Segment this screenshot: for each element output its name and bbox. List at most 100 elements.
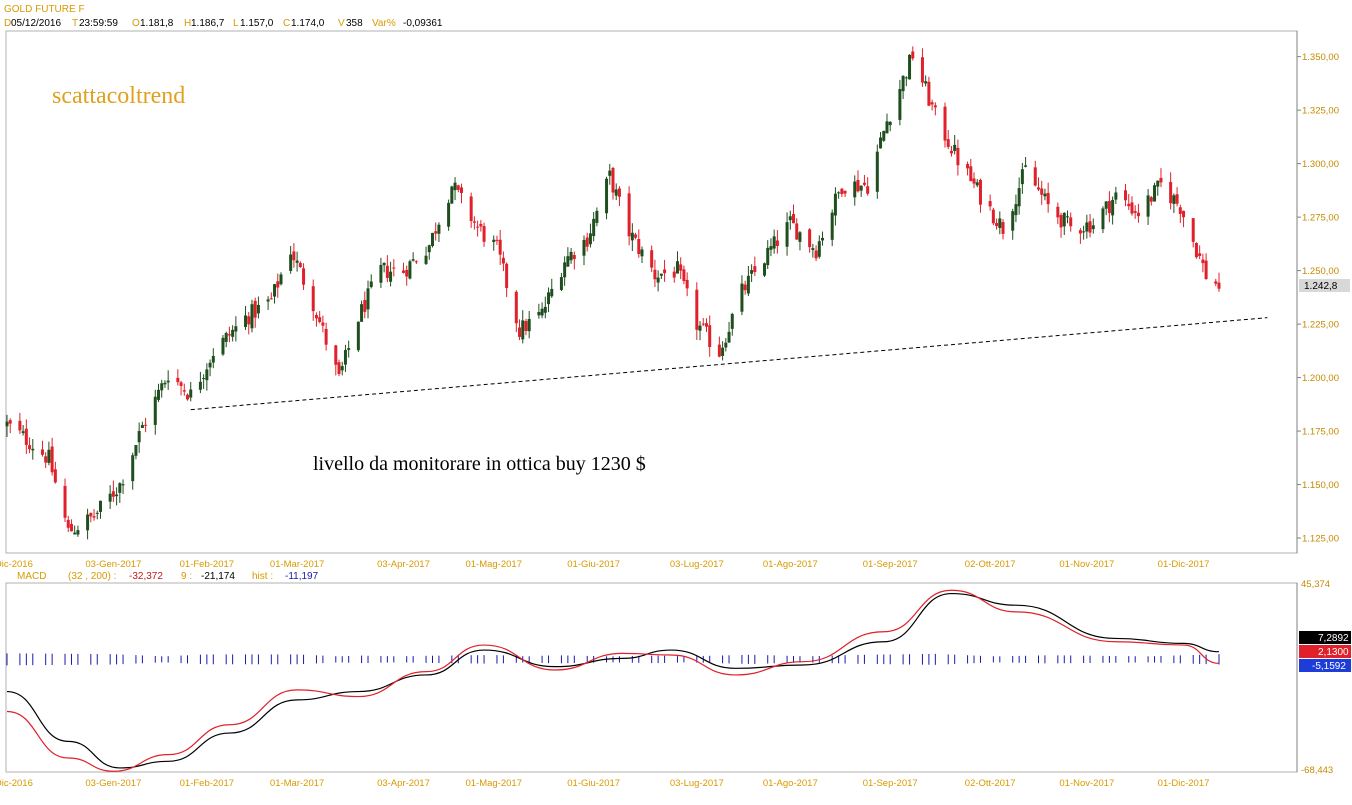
candle-body [814, 250, 818, 259]
candle-body [321, 322, 325, 326]
candle-body [875, 151, 879, 192]
candle-body [5, 421, 9, 427]
candle-body [972, 178, 976, 184]
candle-body [682, 269, 686, 282]
candle-body [144, 424, 148, 426]
candle-body [679, 264, 683, 271]
candle-body [66, 519, 70, 528]
candle-body [659, 273, 663, 276]
candle-body [401, 270, 405, 273]
candle-body [537, 312, 541, 316]
candle-body [382, 262, 386, 266]
candle-body [611, 167, 615, 193]
candle-body [347, 348, 351, 350]
candle-body [1078, 230, 1082, 234]
macd-name: MACD [17, 571, 46, 582]
candle-body [334, 345, 338, 365]
macd-histogram [6, 653, 1220, 666]
trendline [190, 317, 1268, 411]
candle-body [1217, 282, 1221, 289]
candle-body [111, 491, 115, 497]
candle-body [292, 251, 296, 261]
volume-label: V [338, 18, 345, 29]
candle-body [50, 446, 54, 473]
candle-body [340, 366, 344, 371]
candle-body [86, 514, 90, 531]
candle-body [930, 102, 934, 105]
x-tick-label: 01-Dic-2017 [1158, 778, 1210, 789]
candle-body [943, 106, 947, 141]
candle-body [524, 321, 528, 331]
candle-body [456, 185, 460, 190]
x-tick-label: 03-Gen-2017 [85, 559, 141, 570]
candle-body [392, 267, 396, 269]
x-tick-label: 01-Ago-2017 [763, 559, 818, 570]
price-y-axis: 1.350,00 1.325,00 1.300,00 1.275,00 1.250,00… [1297, 52, 1339, 545]
x-tick-label: 02-Ott-2017 [965, 778, 1016, 789]
candle-body [224, 333, 228, 342]
candle-body [8, 420, 12, 424]
candle-body [121, 484, 125, 486]
annotation-note: livello da monitorare in ottica buy 1230… [313, 453, 646, 475]
candle-body [908, 54, 912, 80]
candle-body [227, 334, 231, 336]
candle-body [630, 232, 634, 241]
candle-body [137, 431, 141, 443]
last-price-box [1299, 279, 1350, 292]
candle-body [405, 269, 409, 277]
candle-body [366, 288, 370, 310]
y-tick-label: 1.325,00 [1302, 106, 1339, 117]
candle-body [276, 281, 280, 288]
candle-body [356, 321, 360, 351]
y-tick-label: 1.275,00 [1302, 213, 1339, 224]
candle-body [469, 196, 473, 221]
open-value: 1.181,8 [140, 18, 174, 29]
macd-value-badges: 7,2892 2,1300 -5,1592 [1299, 631, 1351, 672]
candle-body [1182, 210, 1186, 218]
signal-value: -21,174 [201, 571, 235, 582]
macd-params: (32 , 200) : [68, 571, 116, 582]
y-tick-label: 1.225,00 [1302, 320, 1339, 331]
candle-body [482, 226, 486, 242]
candle-body [408, 261, 412, 279]
var-label: Var% [372, 18, 396, 29]
candle-body [89, 512, 93, 517]
candle-body [785, 222, 789, 247]
candle-body [920, 57, 924, 83]
candle-body [798, 232, 802, 242]
candle-body [269, 298, 273, 300]
candle-body [318, 317, 322, 322]
candle-body [540, 308, 544, 316]
x-tick-label: 01-Mag-2017 [465, 559, 522, 570]
candle-body [746, 275, 750, 294]
macd-badge-label: 7,2892 [1318, 633, 1349, 644]
candle-body [69, 523, 73, 532]
candle-body [95, 512, 99, 514]
candle-body [244, 315, 248, 328]
candle-body [1091, 225, 1095, 230]
candle-body [134, 445, 138, 456]
candle-body [1062, 212, 1066, 227]
candle-body [572, 255, 576, 260]
candle-body [424, 255, 428, 264]
candle-body [298, 262, 302, 268]
x-tick-label: 03-Gen-2017 [85, 778, 141, 789]
candle-body [608, 170, 612, 176]
candle-body [975, 182, 979, 186]
candle-body [73, 532, 77, 535]
candle-body [1201, 259, 1205, 264]
y-tick-label: 1.200,00 [1302, 373, 1339, 384]
x-tick-label: 01-Feb-2017 [180, 559, 234, 570]
candle-body [675, 261, 679, 274]
candle-body [501, 257, 505, 264]
price-x-axis: 01-Dic-2016 03-Gen-2017 01-Feb-2017 01-Mar-… [0, 559, 1209, 570]
candle-body [414, 261, 418, 263]
candle-body [521, 320, 525, 340]
candle-body [247, 316, 251, 325]
candle-body [543, 306, 547, 313]
candle-body [1133, 211, 1137, 213]
candle-body [476, 226, 480, 228]
candle-body [40, 449, 44, 455]
y-tick-label: 1.150,00 [1302, 480, 1339, 491]
